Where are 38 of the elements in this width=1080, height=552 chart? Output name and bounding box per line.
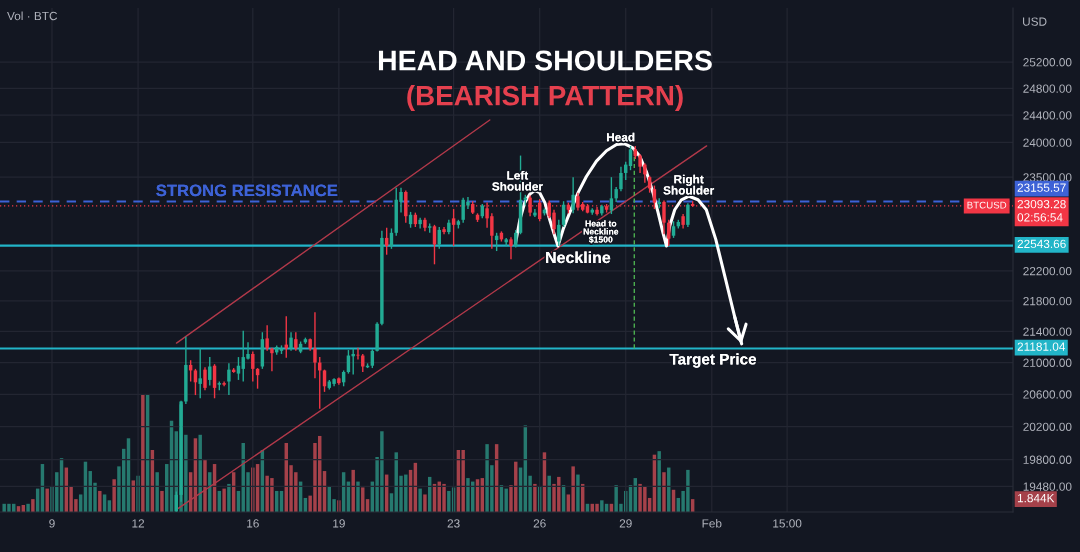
x-tick-label: 16 (247, 519, 259, 528)
x-tick-label: 12 (132, 519, 145, 528)
x-tick-label: 9 (49, 519, 55, 528)
x-tick-label: 29 (619, 519, 632, 528)
y-tick-label: 24400.00 (1023, 111, 1072, 120)
y-tick-label: 19800.00 (1023, 455, 1072, 464)
text: HEAD AND SHOULDERS (378, 50, 712, 71)
y-tick-label: 20600.00 (1023, 390, 1072, 399)
y-tick-label: 22200.00 (1023, 267, 1072, 276)
ref-line-label: 23155.57 (1017, 183, 1066, 192)
ref-line-label: 21181.04 (1017, 342, 1066, 351)
x-tick-label: Feb (702, 518, 722, 528)
y-axis-title: USD (1023, 17, 1047, 26)
annotation: STRONG RESISTANCE (156, 184, 338, 197)
y-tick-label: 24800.00 (1023, 84, 1072, 93)
y-tick-label: 23500.00 (1023, 173, 1072, 182)
y-tick-label: 20200.00 (1023, 422, 1072, 431)
text: (BEARISH PATTERN) (407, 85, 683, 111)
annotation: BTCUSD (967, 201, 1007, 209)
text: 02:56:54 (1017, 213, 1063, 222)
y-tick-label: 24000.00 (1023, 138, 1072, 147)
x-tick-label: 19 (333, 519, 345, 528)
y-tick-label: 19480.00 (1023, 482, 1072, 491)
y-tick-label: 21400.00 (1023, 327, 1072, 336)
ref-line-label: 22543.66 (1017, 239, 1066, 249)
text: 1.844K (1017, 493, 1055, 503)
x-tick-label: 26 (533, 519, 546, 528)
annotation: Target Price (669, 353, 757, 368)
y-tick-label: 21800.00 (1023, 296, 1072, 306)
annotation: Neckline (546, 251, 611, 264)
x-tick-label: 15:00 (773, 519, 802, 528)
ref-line-label: 23093.28 (1017, 199, 1066, 209)
x-tick-label: 23 (447, 519, 460, 528)
chart-title: Vol · BTC (7, 11, 58, 21)
annotation: Right Shoulder (663, 174, 715, 195)
y-tick-label: 25200.00 (1023, 58, 1072, 67)
annotation: Head (607, 132, 635, 142)
y-tick-label: 21000.00 (1023, 358, 1072, 367)
